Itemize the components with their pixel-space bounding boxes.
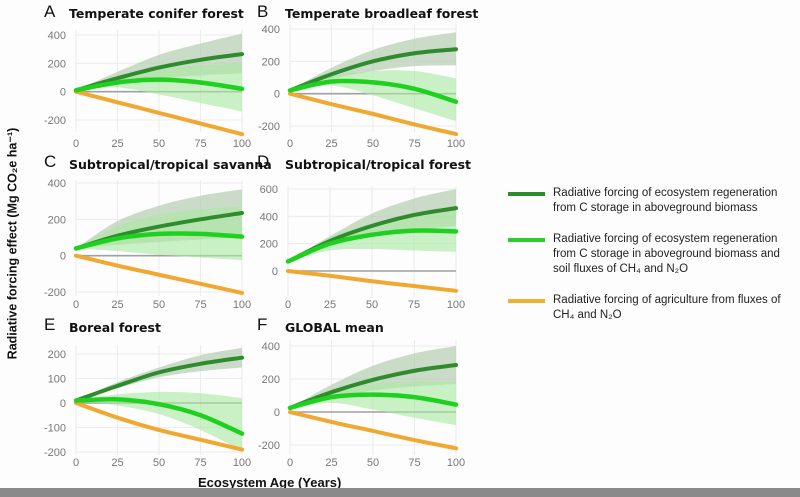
x-tick-label: 75 bbox=[194, 299, 206, 311]
y-tick-label: 0 bbox=[60, 398, 66, 410]
x-tick-label: 50 bbox=[367, 138, 379, 150]
legend-label: Radiative forcing of ecosystem regenerat… bbox=[553, 187, 778, 214]
y-tick-label: -200 bbox=[258, 121, 280, 133]
y-tick-label: 400 bbox=[262, 341, 280, 353]
bottom-band bbox=[0, 488, 800, 497]
x-tick-label: 25 bbox=[111, 138, 123, 150]
legend-label: Radiative forcing of agriculture from fl… bbox=[553, 294, 781, 321]
y-tick-label: -100 bbox=[44, 423, 66, 435]
line-agriculture-c bbox=[74, 253, 244, 295]
y-tick-label: 400 bbox=[48, 178, 66, 190]
y-tick-label: 400 bbox=[48, 30, 66, 42]
x-tick-label: 100 bbox=[233, 299, 251, 311]
y-tick-label: 200 bbox=[260, 239, 278, 251]
panel-letter-b: B bbox=[257, 2, 269, 21]
x-tick-label: 0 bbox=[287, 457, 293, 469]
y-tick-label: -200 bbox=[44, 287, 66, 299]
x-tick-label: 75 bbox=[408, 138, 420, 150]
y-tick-label: 0 bbox=[274, 89, 280, 101]
y-tick-label: 0 bbox=[272, 266, 278, 278]
line-aboveground-f bbox=[288, 362, 458, 410]
y-tick-label: 100 bbox=[48, 374, 66, 386]
x-tick-label: 0 bbox=[287, 138, 293, 150]
legend-swatch-dark-green bbox=[508, 192, 545, 196]
y-tick-label: 0 bbox=[60, 87, 66, 99]
panel-title-f: GLOBAL mean bbox=[285, 320, 384, 335]
legend-label: Radiative forcing of ecosystem regenerat… bbox=[553, 233, 780, 275]
y-tick-label: -200 bbox=[44, 115, 66, 127]
y-tick-label: 400 bbox=[262, 24, 280, 36]
x-tick-label: 100 bbox=[447, 457, 465, 469]
panel-title-d: Subtropical/tropical forest bbox=[285, 157, 472, 172]
panel-title-b: Temperate broadleaf forest bbox=[285, 6, 479, 21]
line-aboveground-soil-d bbox=[285, 228, 459, 264]
line-aboveground-soil-c bbox=[73, 231, 245, 251]
x-axis-label: Ecosystem Age (Years) bbox=[198, 475, 342, 490]
legend-item-aboveground-soil: Radiative forcing of ecosystem regenerat… bbox=[508, 232, 798, 277]
y-tick-label: 600 bbox=[260, 184, 278, 196]
line-aboveground-b bbox=[288, 47, 458, 93]
x-tick-label: 0 bbox=[285, 299, 291, 311]
panel-letter-a: A bbox=[44, 2, 56, 21]
x-tick-label: 50 bbox=[153, 138, 165, 150]
band-aboveground-soil-e bbox=[76, 391, 242, 451]
y-tick-label: 0 bbox=[60, 251, 66, 263]
line-agriculture-e bbox=[74, 401, 244, 452]
y-tick-label: 200 bbox=[48, 58, 66, 70]
y-tick-label: 400 bbox=[260, 211, 278, 223]
x-tick-label: 25 bbox=[111, 457, 123, 469]
y-tick-label: -200 bbox=[44, 447, 66, 459]
line-aboveground-soil-b bbox=[287, 78, 459, 104]
x-tick-label: 50 bbox=[153, 457, 165, 469]
line-aboveground-soil-a bbox=[73, 77, 245, 93]
x-tick-label: 50 bbox=[153, 299, 165, 311]
line-aboveground-soil-e bbox=[73, 396, 245, 436]
y-axis-label: Radiative forcing effect (Mg CO₂e ha⁻¹) bbox=[5, 127, 20, 360]
x-tick-label: 50 bbox=[366, 299, 378, 311]
x-tick-label: 75 bbox=[194, 457, 206, 469]
x-tick-label: 75 bbox=[408, 299, 420, 311]
x-tick-label: 100 bbox=[233, 457, 251, 469]
x-tick-label: 100 bbox=[447, 138, 465, 150]
panel-title-a: Temperate conifer forest bbox=[69, 6, 244, 21]
x-tick-label: 25 bbox=[325, 457, 337, 469]
legend: Radiative forcing of ecosystem regenerat… bbox=[508, 186, 798, 336]
y-tick-label: -200 bbox=[258, 440, 280, 452]
legend-item-agriculture: Radiative forcing of agriculture from fl… bbox=[508, 293, 798, 323]
panel-title-c: Subtropical/tropical savanna bbox=[69, 157, 272, 172]
panel-letter-f: F bbox=[257, 315, 268, 334]
y-tick-label: 200 bbox=[262, 374, 280, 386]
x-tick-label: 0 bbox=[73, 138, 79, 150]
legend-swatch-orange bbox=[508, 299, 545, 303]
x-tick-label: 0 bbox=[73, 457, 79, 469]
panel-letter-d: D bbox=[257, 152, 270, 171]
panel-title-e: Boreal forest bbox=[69, 320, 161, 335]
x-tick-label: 75 bbox=[194, 138, 206, 150]
line-agriculture-f bbox=[288, 410, 458, 451]
y-tick-label: 200 bbox=[48, 214, 66, 226]
band-aboveground-soil-a bbox=[76, 64, 242, 112]
x-tick-label: 100 bbox=[233, 138, 251, 150]
y-tick-label: 0 bbox=[274, 407, 280, 419]
line-aboveground-e bbox=[74, 355, 244, 403]
legend-swatch-bright-green bbox=[508, 238, 545, 242]
x-tick-label: 25 bbox=[111, 299, 123, 311]
line-agriculture-a bbox=[74, 89, 244, 137]
x-tick-label: 100 bbox=[447, 299, 465, 311]
x-tick-label: 75 bbox=[408, 457, 420, 469]
y-tick-label: 200 bbox=[262, 56, 280, 68]
panel-letter-c: C bbox=[44, 152, 57, 171]
y-tick-label: 200 bbox=[48, 349, 66, 361]
line-aboveground-soil-f bbox=[287, 392, 459, 411]
line-aboveground-a bbox=[74, 52, 244, 93]
x-tick-label: 0 bbox=[73, 299, 79, 311]
line-agriculture-b bbox=[288, 91, 458, 137]
x-tick-label: 25 bbox=[324, 299, 336, 311]
line-agriculture-d bbox=[286, 269, 458, 293]
x-tick-label: 50 bbox=[367, 457, 379, 469]
x-tick-label: 25 bbox=[325, 138, 337, 150]
panel-letter-e: E bbox=[44, 315, 56, 334]
legend-item-aboveground: Radiative forcing of ecosystem regenerat… bbox=[508, 186, 798, 216]
